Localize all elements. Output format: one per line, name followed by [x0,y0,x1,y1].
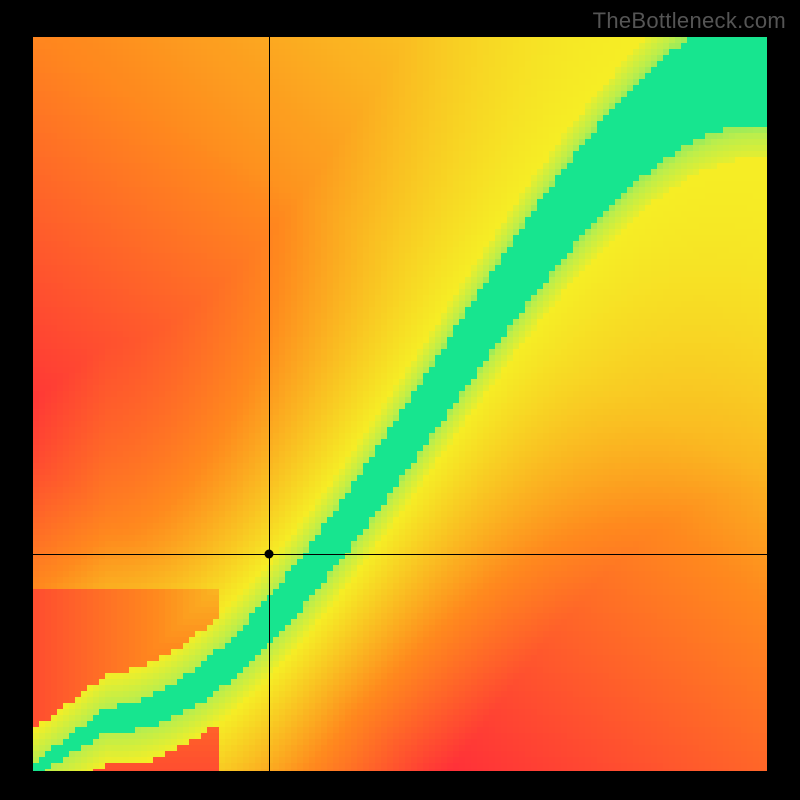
crosshair-horizontal-line [33,554,767,555]
watermark-text: TheBottleneck.com [593,8,786,34]
crosshair-vertical-line [269,37,270,771]
heatmap-plot [33,37,767,771]
crosshair-marker-dot [265,549,274,558]
heatmap-canvas [33,37,767,771]
